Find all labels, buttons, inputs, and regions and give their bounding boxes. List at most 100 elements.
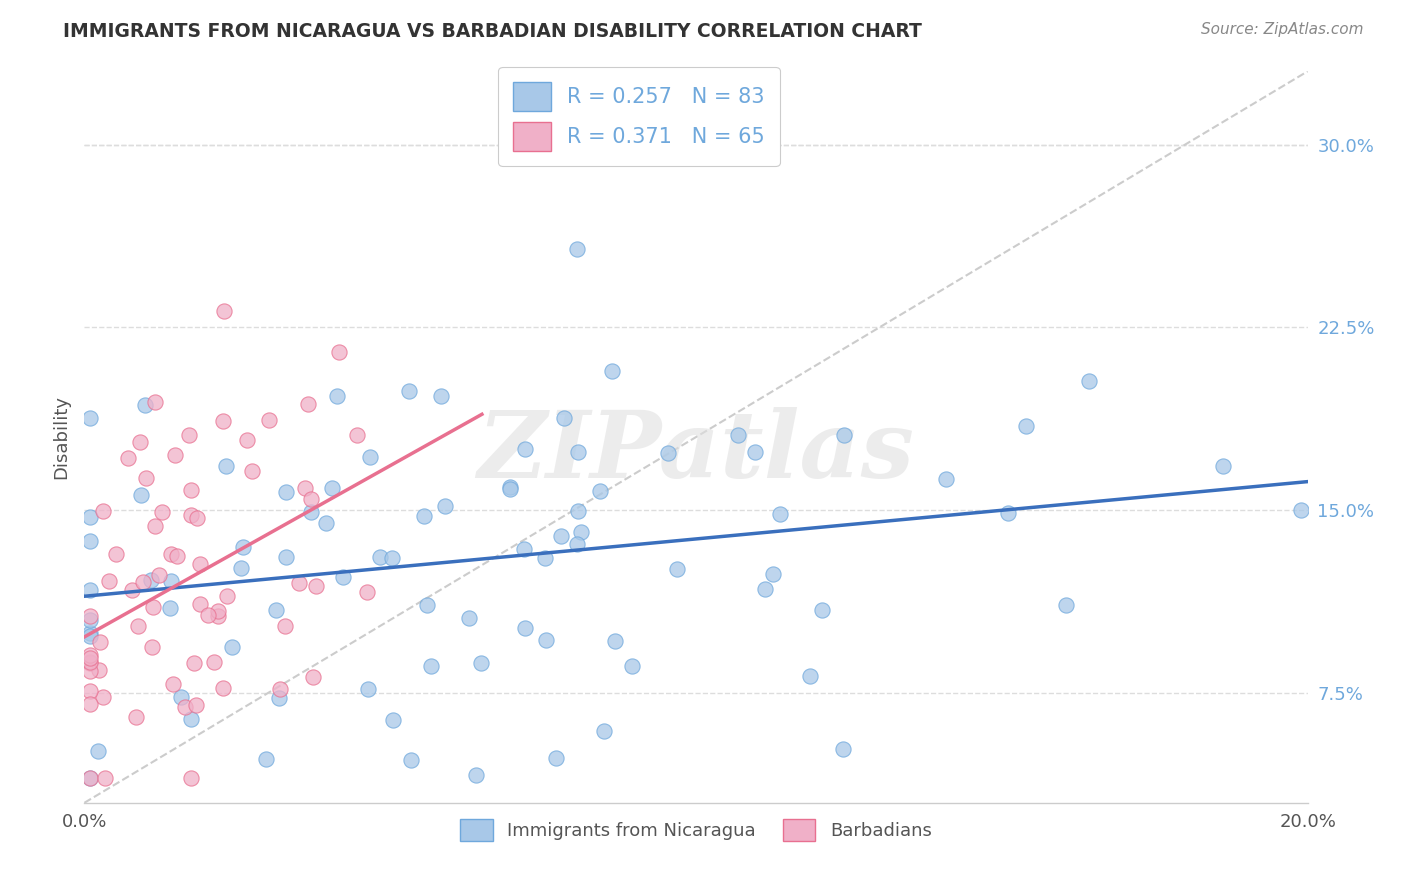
Point — [297, 397, 319, 411]
Point — [315, 516, 337, 530]
Point — [240, 464, 263, 478]
Point — [602, 364, 624, 378]
Point — [398, 384, 420, 398]
Point — [416, 599, 439, 613]
Point — [169, 690, 191, 704]
Point — [79, 656, 101, 670]
Point — [98, 574, 121, 588]
Point — [276, 549, 298, 564]
Point — [997, 506, 1019, 520]
Point — [129, 487, 152, 501]
Point — [513, 442, 536, 456]
Point — [86, 744, 108, 758]
Point — [305, 579, 328, 593]
Point — [299, 491, 322, 506]
Point — [832, 742, 855, 756]
Point — [162, 677, 184, 691]
Point — [165, 448, 187, 462]
Point — [565, 242, 588, 256]
Point — [605, 634, 627, 648]
Point — [135, 471, 157, 485]
Point — [105, 547, 128, 561]
Point — [799, 669, 821, 683]
Point — [89, 635, 111, 649]
Point — [832, 427, 855, 442]
Point — [1015, 419, 1038, 434]
Point — [79, 651, 101, 665]
Point — [212, 304, 235, 318]
Point — [589, 483, 612, 498]
Point — [762, 567, 785, 582]
Point — [148, 568, 170, 582]
Point — [231, 560, 253, 574]
Point — [87, 663, 110, 677]
Point — [259, 413, 281, 427]
Point — [215, 589, 238, 603]
Point — [180, 483, 202, 498]
Point — [79, 582, 101, 597]
Point — [621, 659, 644, 673]
Point — [269, 690, 291, 705]
Point — [94, 772, 117, 786]
Point — [515, 621, 537, 635]
Point — [399, 753, 422, 767]
Point — [79, 533, 101, 548]
Point — [180, 772, 202, 786]
Point — [134, 397, 156, 411]
Point — [129, 434, 152, 449]
Point — [232, 540, 254, 554]
Point — [357, 681, 380, 696]
Point — [430, 389, 453, 403]
Point — [166, 549, 188, 563]
Point — [470, 656, 492, 670]
Point — [79, 609, 101, 624]
Point — [160, 547, 183, 561]
Point — [356, 584, 378, 599]
Point — [288, 575, 311, 590]
Point — [592, 723, 614, 738]
Point — [657, 445, 679, 459]
Point — [139, 574, 162, 588]
Point — [79, 613, 101, 627]
Text: ZIPatlas: ZIPatlas — [478, 407, 914, 497]
Point — [534, 551, 557, 566]
Point — [769, 507, 792, 521]
Point — [1212, 459, 1234, 474]
Point — [145, 519, 167, 533]
Point — [79, 411, 101, 425]
Point — [159, 601, 181, 615]
Point — [180, 508, 202, 522]
Point — [221, 640, 243, 654]
Point — [207, 604, 229, 618]
Point — [1054, 599, 1077, 613]
Point — [215, 459, 238, 474]
Point — [1077, 374, 1099, 388]
Point — [935, 472, 957, 486]
Y-axis label: Disability: Disability — [52, 395, 70, 479]
Point — [546, 751, 568, 765]
Point — [513, 541, 536, 556]
Point — [359, 450, 381, 465]
Point — [269, 682, 291, 697]
Point — [160, 574, 183, 588]
Point — [121, 582, 143, 597]
Point — [666, 562, 689, 576]
Point — [419, 659, 441, 673]
Point — [174, 700, 197, 714]
Point — [321, 482, 343, 496]
Point — [299, 505, 322, 519]
Point — [93, 690, 115, 705]
Point — [569, 524, 592, 539]
Point — [179, 427, 201, 442]
Point — [188, 597, 211, 611]
Point — [553, 410, 575, 425]
Point — [294, 481, 316, 495]
Point — [274, 618, 297, 632]
Point — [328, 345, 350, 359]
Point — [212, 681, 235, 695]
Point — [79, 683, 101, 698]
Point — [332, 570, 354, 584]
Point — [207, 609, 229, 624]
Point — [412, 508, 434, 523]
Point — [550, 529, 572, 543]
